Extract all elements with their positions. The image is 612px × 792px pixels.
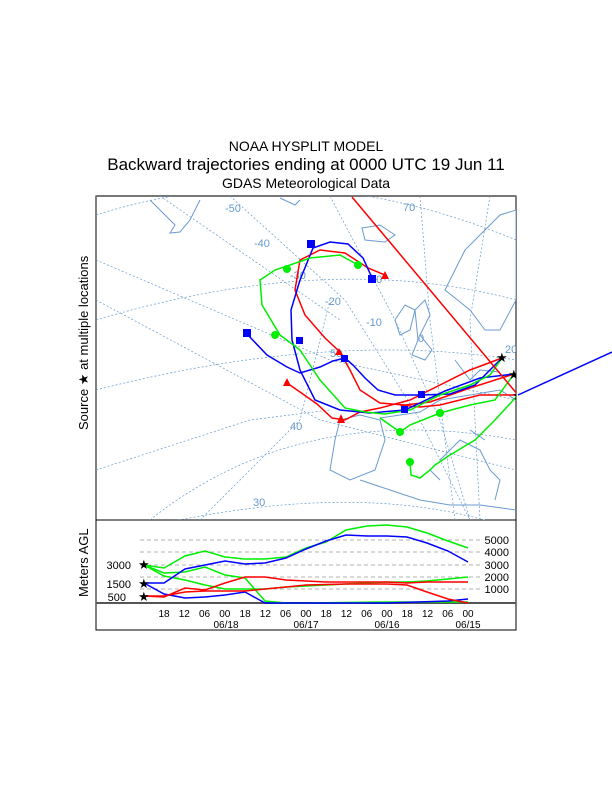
lat-label: 70 <box>403 202 415 214</box>
lon-label: -10 <box>366 317 382 329</box>
lon-label: -40 <box>254 238 270 250</box>
lat-label: 30 <box>253 497 265 509</box>
map-area: -50 70 -40 -30 60 -20 -10 0 50 20 40 30 <box>96 196 524 520</box>
date-tick: 06/15 <box>455 620 480 631</box>
height-tick: 5000 <box>485 535 509 547</box>
hour-tick: 06 <box>280 609 292 620</box>
blue-line <box>517 351 612 396</box>
height-green-3 <box>143 564 469 590</box>
start-height-label: 3000 <box>107 560 131 572</box>
lon-label: -20 <box>325 296 341 308</box>
height-red-1 <box>143 576 468 598</box>
trajectories <box>245 196 516 479</box>
height-blue-1 <box>144 534 469 584</box>
date-tick: 06/16 <box>374 620 399 631</box>
hour-tick: 12 <box>260 609 272 620</box>
hour-tick: 00 <box>219 609 231 620</box>
height-axis-label: Meters AGL <box>76 528 91 597</box>
date-tick: 06/18 <box>213 620 238 631</box>
data-source: GDAS Meteorological Data <box>221 175 391 191</box>
height-panel: ★ ★ ★ 3000 1500 500 5000 4000 3000 2000 … <box>96 524 516 631</box>
lon-label: -50 <box>225 203 241 215</box>
source-axis-label: Source ★ at multiple locations <box>76 255 91 430</box>
source-stars: ★ ★ ★ <box>496 350 524 403</box>
grid-labels: -50 70 -40 -30 60 -20 -10 0 50 20 40 30 <box>225 202 517 509</box>
start-star-icon: ★ <box>138 557 150 572</box>
source-star-icon: ★ <box>512 388 524 403</box>
trajectory-green-1 <box>259 254 503 415</box>
start-height-label: 500 <box>108 592 126 604</box>
start-height-label: 1500 <box>107 579 131 591</box>
hour-tick: 18 <box>321 609 333 620</box>
hour-tick: 06 <box>442 609 454 620</box>
height-tick: 3000 <box>485 560 509 572</box>
plot-frame <box>95 195 517 631</box>
lat-lon-grid <box>96 196 516 520</box>
trajectory-green-3 <box>379 373 515 433</box>
hour-tick: 18 <box>240 609 252 620</box>
coastlines <box>149 197 516 511</box>
hour-tick: 06 <box>361 609 373 620</box>
source-star-icon: ★ <box>508 367 520 382</box>
trajectory-markers <box>243 240 444 466</box>
hour-tick: 00 <box>300 609 312 620</box>
date-tick: 06/17 <box>293 620 318 631</box>
hour-tick: 18 <box>158 609 170 620</box>
height-tick: 4000 <box>485 547 509 559</box>
hour-tick: 12 <box>341 609 353 620</box>
hour-tick: 00 <box>381 609 393 620</box>
trajectory-blue-1 <box>290 241 515 414</box>
hour-tick: 12 <box>422 609 434 620</box>
hour-tick: 06 <box>199 609 211 620</box>
red-line <box>351 196 516 394</box>
hour-tick: 18 <box>402 609 414 620</box>
start-star-icon: ★ <box>138 576 150 591</box>
hour-tick: 00 <box>462 609 474 620</box>
lon-label: 20 <box>505 344 517 356</box>
height-tick: 2000 <box>485 572 509 584</box>
lat-label: 40 <box>290 421 302 433</box>
source-star-icon: ★ <box>496 350 508 365</box>
start-star-icon: ★ <box>138 589 150 604</box>
height-tick: 1000 <box>485 584 509 596</box>
height-blue-2 <box>143 582 469 604</box>
hour-tick: 12 <box>179 609 191 620</box>
model-title: NOAA HYSPLIT MODEL <box>228 138 384 154</box>
trajectory-green-2 <box>409 396 516 479</box>
start-stars: ★ ★ ★ <box>138 557 150 604</box>
plot-title: Backward trajectories ending at 0000 UTC… <box>107 155 505 174</box>
trajectory-red-2 <box>294 249 515 406</box>
height-green-1 <box>143 524 469 569</box>
height-red-2 <box>144 583 469 604</box>
lon-label: 0 <box>418 333 424 345</box>
